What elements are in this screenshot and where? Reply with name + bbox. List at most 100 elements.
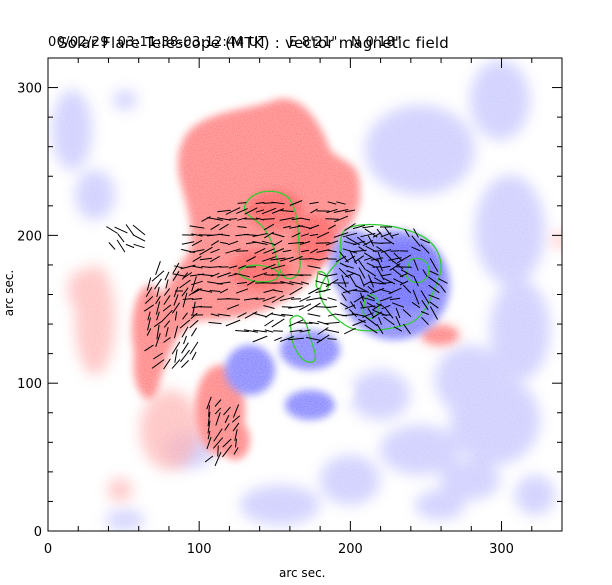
field-vector [132, 224, 146, 236]
field-vector [217, 217, 231, 221]
field-vector [171, 302, 181, 314]
field-vector [174, 265, 184, 269]
field-vector [255, 298, 265, 300]
field-vector [282, 249, 292, 253]
field-vector [263, 305, 275, 309]
field-vector [370, 257, 384, 261]
field-vector [151, 359, 165, 369]
field-vector [190, 312, 198, 320]
field-vector [316, 249, 330, 253]
field-vector [210, 255, 220, 263]
field-vector [429, 306, 439, 320]
field-vector [132, 234, 146, 242]
field-vector [382, 277, 396, 285]
field-vector [280, 281, 294, 285]
field-vector [206, 396, 212, 410]
field-vector [164, 271, 170, 281]
field-vector [146, 328, 152, 336]
field-vector [358, 318, 366, 324]
field-vector [199, 246, 213, 256]
field-vector [411, 246, 421, 252]
field-vector [234, 429, 238, 441]
field-vector [263, 248, 275, 254]
field-vector [191, 351, 197, 361]
field-vector [358, 259, 366, 271]
field-vector [171, 359, 181, 369]
field-vector [315, 242, 331, 244]
field-vector [181, 326, 189, 338]
observation-time: 00/02/29 03:11:38-03:12:44 UT [48, 35, 267, 50]
field-vector [246, 241, 256, 245]
axes [47, 57, 563, 532]
field-vector [299, 329, 311, 333]
field-vector [181, 342, 189, 354]
x-tick-label: 200 [338, 542, 363, 557]
field-vector [339, 262, 349, 268]
field-vector [156, 311, 160, 321]
field-vector [349, 301, 357, 309]
field-vector [270, 257, 286, 261]
field-vector [207, 420, 211, 434]
field-vector [307, 265, 321, 269]
field-vector [198, 273, 214, 277]
field-vector [155, 295, 161, 305]
y-tick-label: 300 [17, 82, 42, 97]
field-vector [235, 330, 249, 332]
field-vector [225, 319, 241, 327]
field-vector [428, 276, 440, 286]
figure-title: Solar Flare Telescope (MTK) : vector mag… [57, 34, 450, 52]
field-vector [237, 202, 247, 204]
field-vector [298, 303, 312, 311]
field-vector [237, 226, 247, 228]
field-vector [217, 209, 231, 213]
field-vector [358, 246, 366, 252]
field-vector [181, 241, 195, 245]
field-vector [280, 336, 294, 342]
field-vector [237, 217, 247, 221]
field-vector [217, 272, 231, 278]
field-vector [280, 210, 294, 212]
field-vector [179, 319, 191, 329]
field-vector [222, 444, 232, 458]
field-vector [271, 318, 285, 328]
field-vector [308, 287, 320, 295]
field-vector [289, 329, 303, 333]
field-vector [334, 215, 348, 223]
field-vector [207, 217, 223, 221]
field-vector [377, 258, 383, 272]
field-vector [271, 208, 285, 214]
transverse-field-vectors [106, 200, 448, 467]
field-vector [413, 259, 419, 271]
field-vector [191, 276, 197, 292]
field-vector [191, 298, 203, 300]
field-vector [402, 309, 412, 317]
field-vector [224, 423, 230, 431]
y-tick-label: 100 [17, 377, 42, 392]
field-vector [255, 201, 265, 205]
field-vector [125, 243, 135, 249]
field-vector [376, 323, 384, 335]
field-vector [327, 249, 337, 253]
field-vector [243, 234, 259, 236]
field-vector [299, 295, 311, 303]
field-vector [310, 208, 318, 214]
field-vector [253, 329, 267, 333]
field-vector [315, 288, 331, 294]
field-vector [214, 399, 222, 407]
field-vector [147, 317, 151, 331]
field-vector [316, 231, 330, 239]
field-vector [182, 292, 188, 308]
field-vector [225, 248, 241, 254]
field-vector [309, 233, 319, 237]
field-vector [338, 267, 350, 279]
field-vector [252, 312, 268, 318]
field-vector [393, 326, 403, 332]
field-vector [189, 225, 205, 229]
field-vector [173, 286, 179, 298]
field-vector [181, 287, 189, 297]
field-vector [380, 242, 392, 244]
field-vector [279, 296, 295, 302]
field-vector [428, 284, 440, 294]
field-vector [217, 313, 231, 317]
